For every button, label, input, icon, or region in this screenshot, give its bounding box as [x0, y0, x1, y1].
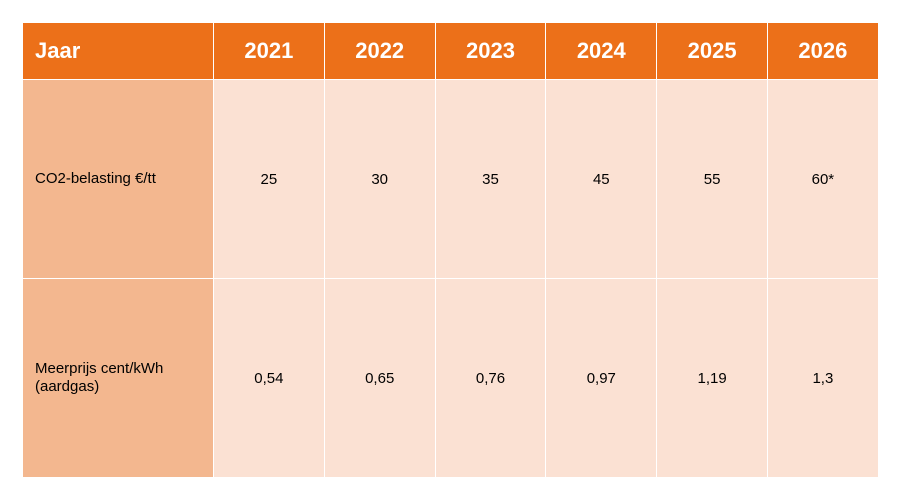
- row-label-text: CO2-belasting €/tt: [35, 170, 156, 187]
- row-label-surcharge: Meerprijs cent/kWh (aardgas): [22, 278, 214, 478]
- table-cell: 35: [434, 79, 547, 279]
- row-label-text-line-1: Meerprijs cent/kWh: [35, 360, 164, 377]
- header-year-2021: 2021: [213, 22, 325, 80]
- header-year-2026: 2026: [766, 22, 879, 80]
- table-cell: 45: [545, 79, 658, 279]
- table-cell: 25: [213, 79, 325, 279]
- table-cell: 1,19: [656, 278, 768, 478]
- table-row-surcharge: Meerprijs cent/kWh (aardgas) 0,54 0,65 0…: [22, 278, 879, 478]
- table-row-co2-tax: CO2-belasting €/tt 25 30 35 45 55 60*: [22, 79, 879, 279]
- table-cell: 0,97: [545, 278, 658, 478]
- header-year-label: Jaar: [22, 22, 214, 80]
- row-label-co2-tax: CO2-belasting €/tt: [22, 79, 214, 279]
- co2-tax-table: Jaar 2021 2022 2023 2024 2025 2026 CO2-b…: [22, 22, 879, 478]
- table-cell: 0,76: [434, 278, 547, 478]
- co2-tax-table-container: Jaar 2021 2022 2023 2024 2025 2026 CO2-b…: [22, 22, 879, 478]
- table-cell: 0,65: [323, 278, 436, 478]
- table-cell: 55: [656, 79, 768, 279]
- row-label-text-line-2: (aardgas): [35, 378, 100, 395]
- table-cell: 60*: [766, 79, 879, 279]
- header-year-2023: 2023: [434, 22, 547, 80]
- table-cell: 1,3: [766, 278, 879, 478]
- table-cell: 30: [323, 79, 436, 279]
- header-year-2024: 2024: [545, 22, 658, 80]
- header-row: Jaar 2021 2022 2023 2024 2025 2026: [22, 22, 879, 80]
- header-year-2022: 2022: [323, 22, 436, 80]
- table-cell: 0,54: [213, 278, 325, 478]
- header-year-2025: 2025: [656, 22, 768, 80]
